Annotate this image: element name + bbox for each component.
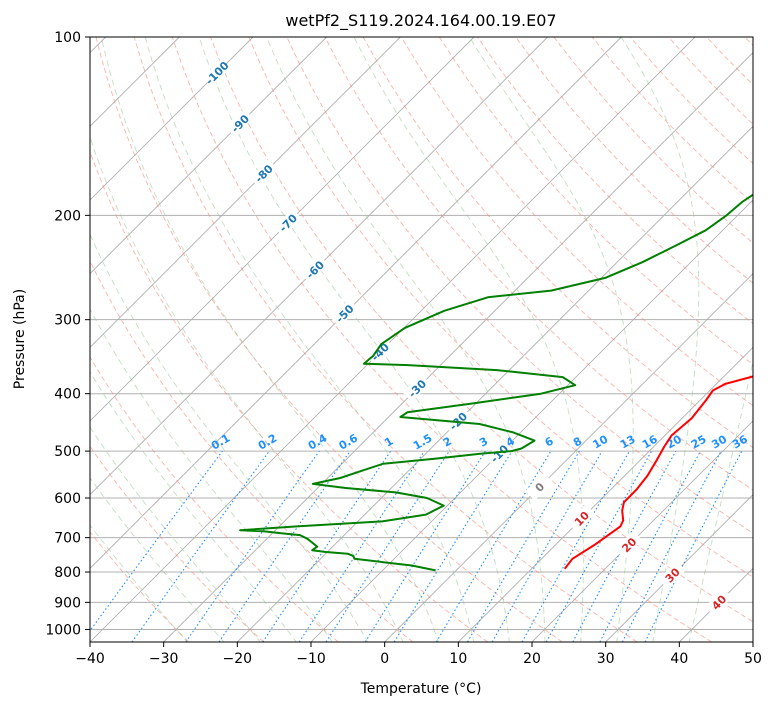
isotherm-label-bg xyxy=(614,530,643,559)
plot-frame xyxy=(89,36,754,643)
isotherm-line xyxy=(90,37,548,496)
y-tick-label: 400 xyxy=(54,387,81,403)
mixing-ratio-line xyxy=(218,450,351,642)
dry-adiabat xyxy=(95,37,563,642)
moist-adiabat xyxy=(90,477,225,642)
dry-adiabat xyxy=(515,37,753,284)
isotherm-label-bg xyxy=(249,159,278,187)
isotherm-line xyxy=(384,273,753,642)
mixing-ratio-line xyxy=(131,450,270,642)
moist-adiabat xyxy=(90,308,333,642)
mixing-ratio-line xyxy=(545,450,653,642)
isotherm-line xyxy=(90,37,622,569)
isotherm-line xyxy=(90,37,475,422)
moist-adiabat xyxy=(90,135,404,642)
isotherm-label-bg xyxy=(567,504,596,533)
moist-adiabat xyxy=(198,37,510,642)
isotherm-line xyxy=(605,494,753,642)
moist-adiabat xyxy=(469,37,634,642)
dry-adiabat xyxy=(248,37,753,578)
isotherm-line xyxy=(90,37,401,348)
dry-adiabat xyxy=(90,150,488,642)
moist-adiabat xyxy=(90,370,297,642)
x-tick-label: −20 xyxy=(223,651,253,667)
moist-adiabat xyxy=(90,524,188,642)
y-tick-label: 300 xyxy=(54,313,81,329)
moist-adiabat xyxy=(688,359,753,642)
x-tick-label: 0 xyxy=(380,651,389,667)
moist-adiabat xyxy=(620,37,700,642)
isotherm-label-bg xyxy=(300,255,329,284)
x-axis-label: Temperature (°C) xyxy=(360,681,482,697)
x-tick-label: 20 xyxy=(523,651,541,667)
y-tick-label: 200 xyxy=(54,208,81,224)
mixing-ratio-line xyxy=(521,450,630,642)
y-tick-label: 800 xyxy=(54,565,81,581)
temperature-line xyxy=(563,375,753,570)
isotherm-label-bg xyxy=(444,406,472,435)
isotherm-line xyxy=(237,125,753,642)
x-tick-label: 30 xyxy=(597,651,615,667)
dry-adiabat xyxy=(90,445,264,642)
mixing-ratio-line xyxy=(644,450,743,642)
dry-adiabat xyxy=(90,531,190,642)
mixing-ratio-line xyxy=(298,450,425,642)
dry-adiabat xyxy=(324,37,753,491)
dry-adiabat xyxy=(90,259,414,642)
isotherm-label-bg xyxy=(403,374,431,402)
x-axis: −40 −30 −20 −10 0 10 20 30 40 50 xyxy=(75,642,762,667)
mixing-ratio-line xyxy=(185,450,320,642)
mixing-ratio-line xyxy=(90,450,223,632)
isotherm-label-bg xyxy=(525,472,554,501)
isotherm-label-bg xyxy=(273,208,302,237)
isotherm-label-bg xyxy=(225,109,254,138)
x-tick-label: −40 xyxy=(75,651,105,667)
moist-adiabat xyxy=(100,37,439,642)
isotherm-line xyxy=(90,37,327,275)
moist-adiabat xyxy=(266,37,546,642)
isotherm-label-bg xyxy=(365,337,394,366)
isotherm-line xyxy=(458,346,753,642)
x-tick-label: 10 xyxy=(449,651,467,667)
mixing-ratio-line xyxy=(262,450,392,642)
dry-adiabat xyxy=(400,37,753,407)
dry-adiabat xyxy=(90,356,339,642)
moist-adiabat xyxy=(90,426,261,642)
y-tick-label: 700 xyxy=(54,531,81,547)
mixing-ratio-line xyxy=(325,450,450,642)
x-tick-label: 50 xyxy=(744,651,762,667)
isotherm-line xyxy=(90,37,254,201)
isotherm-label-bg xyxy=(330,299,359,328)
isotherm-line xyxy=(163,52,753,642)
isotherm-label-bg xyxy=(485,439,513,468)
mixing-ratio-line xyxy=(393,450,513,642)
isotherm-line xyxy=(90,37,696,642)
y-tick-label: 900 xyxy=(54,595,81,611)
y-tick-label: 1000 xyxy=(45,622,81,638)
x-tick-label: −10 xyxy=(296,651,326,667)
isotherm-label-bg xyxy=(704,588,733,616)
y-tick-label: 100 xyxy=(54,30,81,46)
y-axis: 100 200 300 400 500 600 700 800 900 1000 xyxy=(45,30,90,638)
mixing-ratio-line xyxy=(572,450,677,642)
chart-title: wetPf2_S119.2024.164.00.19.E07 xyxy=(285,11,556,31)
y-tick-label: 500 xyxy=(54,444,81,460)
x-tick-label: 40 xyxy=(670,651,688,667)
background-lines xyxy=(90,37,753,642)
y-axis-label: Pressure (hPa) xyxy=(12,289,28,389)
dry-adiabat xyxy=(210,37,753,623)
dewpoint-line xyxy=(239,193,753,572)
y-tick-label: 600 xyxy=(54,491,81,507)
sounding-series xyxy=(239,193,753,572)
x-tick-label: −30 xyxy=(149,651,179,667)
dry-adiabat xyxy=(133,37,638,642)
dry-adiabat xyxy=(439,37,753,365)
isotherm-label-bg xyxy=(658,561,686,589)
moist-adiabat xyxy=(90,233,369,642)
moist-adiabat xyxy=(144,37,475,642)
isotherm-label-bg xyxy=(202,58,231,87)
dry-adiabat xyxy=(171,37,712,642)
